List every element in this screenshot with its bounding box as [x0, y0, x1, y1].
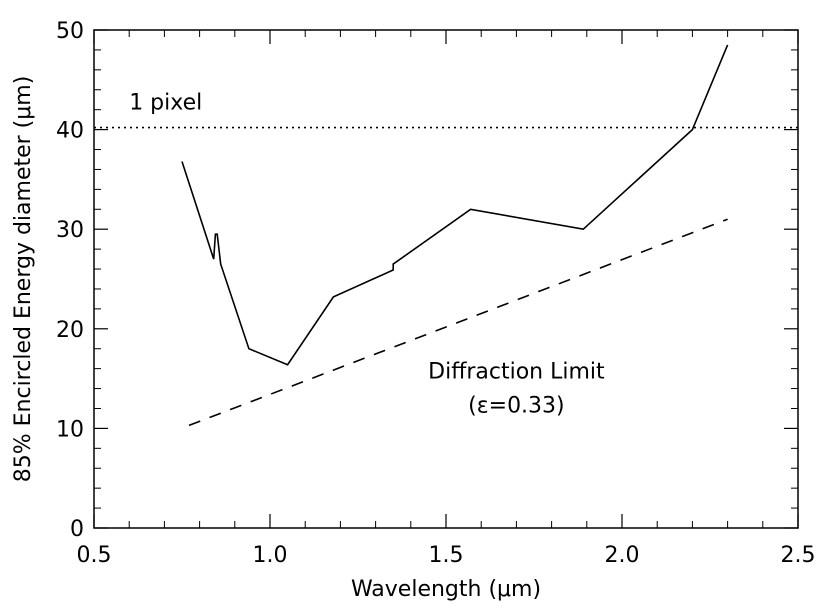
- y-tick-label: 10: [56, 417, 84, 442]
- x-tick-label: 2.5: [781, 543, 816, 568]
- x-tick-label: 2.0: [605, 543, 640, 568]
- x-tick-label: 0.5: [77, 543, 112, 568]
- y-tick-label: 40: [56, 119, 84, 144]
- diffraction-limit-label: Diffraction Limit: [428, 360, 605, 385]
- y-tick-label: 30: [56, 218, 84, 243]
- y-tick-label: 50: [56, 19, 84, 44]
- labels: 0.5 1.0 1.5 2.0 2.5 0 10 20 30 40 50 1 pixel Diffrac…: [56, 19, 816, 568]
- obscuration-label: (ε=0.33): [468, 393, 564, 418]
- y-tick-label: 20: [56, 318, 84, 343]
- x-tick-label: 1.0: [253, 543, 288, 568]
- one-pixel-label: 1 pixel: [129, 91, 202, 116]
- ticks: [93, 29, 799, 529]
- diffraction-limit-line: [188, 218, 728, 427]
- y-axis-title: 85% Encircled Energy diameter (μm): [11, 76, 36, 483]
- series: [94, 44, 798, 427]
- 85-encircled-energy-diameter-line: [181, 44, 729, 366]
- y-tick-label: 0: [70, 517, 84, 542]
- x-axis-title: Wavelength (μm): [351, 577, 541, 602]
- x-tick-label: 1.5: [429, 543, 464, 568]
